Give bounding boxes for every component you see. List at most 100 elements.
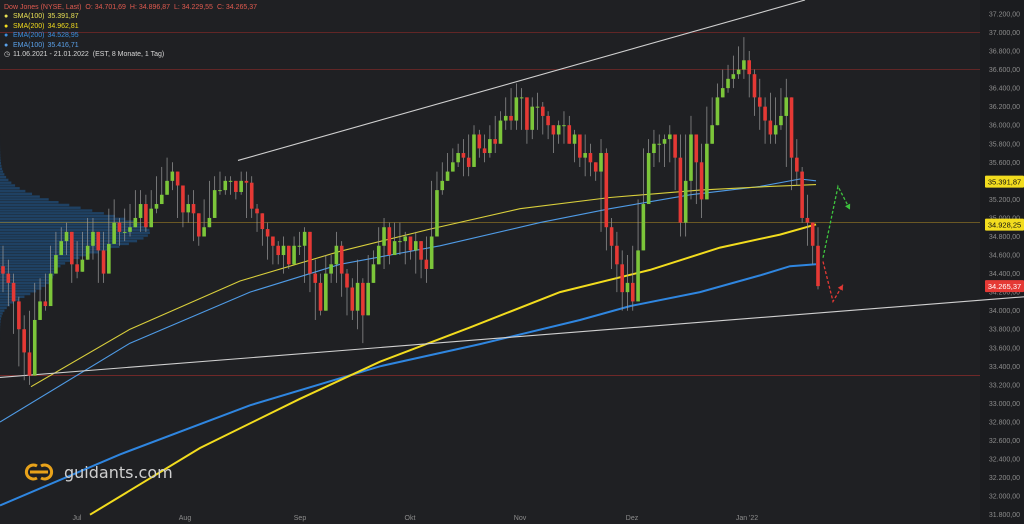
candle-body — [38, 301, 42, 320]
candle-body — [292, 245, 296, 265]
candle-body — [133, 217, 138, 228]
candle-body — [789, 97, 794, 158]
candle-body — [218, 190, 222, 192]
candle-body — [1, 266, 5, 274]
brand-name: guidants.com — [64, 462, 173, 482]
x-tick-label: Sep — [294, 515, 307, 522]
volume-profile-bar — [0, 203, 70, 207]
candle-body — [302, 231, 307, 246]
candle-body — [117, 222, 122, 232]
candle-body — [112, 222, 116, 244]
candle-body — [615, 245, 619, 265]
ohlc-open: O: 34.701,69 — [85, 4, 126, 11]
candle-body — [376, 245, 381, 265]
legend-ema100[interactable]: ● EMA(100) 35.416,71 — [4, 41, 257, 50]
candle-body — [308, 231, 312, 274]
volume-profile-bar — [0, 189, 26, 193]
price-tag-box — [985, 218, 1024, 231]
clock-icon: ◷ — [4, 51, 11, 59]
instrument-title: Dow Jones (NYSE, Last) — [4, 4, 82, 11]
candle-body — [488, 139, 492, 154]
candle-body — [630, 282, 635, 302]
candle-body — [466, 157, 471, 167]
candle-body — [435, 190, 439, 237]
price-tag-label: 34.265,37 — [988, 282, 1021, 291]
volume-profile-bar — [0, 206, 81, 209]
legend-title-row: Dow Jones (NYSE, Last) O: 34.701,69 H: 3… — [4, 3, 257, 12]
candle-body — [784, 97, 789, 116]
candle-body — [59, 241, 64, 256]
candle-body — [498, 120, 503, 144]
legend-sma100-value: 35.391,87 — [47, 13, 79, 21]
candle-body — [144, 204, 148, 228]
legend-ema200[interactable]: ● EMA(200) 34.528,95 — [4, 31, 257, 40]
candle-body — [816, 245, 820, 287]
candle-body — [101, 250, 106, 274]
candle-body — [578, 134, 582, 158]
volume-profile-bar — [0, 320, 1, 324]
volume-profile-bar — [0, 256, 80, 260]
candle-body — [424, 259, 429, 269]
volume-profile-bar — [0, 267, 58, 271]
candle-body — [382, 227, 386, 246]
candle-body — [699, 162, 704, 200]
candle-body — [329, 264, 333, 274]
volume-profile-bar — [0, 315, 2, 318]
candle-body — [249, 182, 254, 209]
y-tick-label: 31.800,00 — [989, 512, 1020, 519]
candle-body — [530, 106, 535, 130]
legend-sma100[interactable]: ● SMA(100) 35.391,87 — [4, 12, 257, 21]
candle-body — [609, 227, 614, 246]
candle-body — [567, 125, 572, 144]
candle-body — [419, 241, 423, 260]
y-tick-label: 35.200,00 — [989, 197, 1020, 204]
candle-body — [583, 153, 587, 158]
candle-body — [541, 106, 545, 116]
volume-profile-bar — [0, 178, 9, 182]
candle-body — [403, 236, 408, 242]
candle-body — [27, 352, 32, 376]
candle-body — [228, 180, 233, 182]
candle-body — [440, 180, 445, 191]
candle-body — [48, 273, 53, 307]
period-range: 11.06.2021 - 21.01.2022 — [13, 51, 89, 59]
eye-icon[interactable]: ● — [4, 32, 9, 40]
price-tag-label: 35.391,87 — [988, 178, 1021, 187]
volume-profile-bar — [0, 251, 99, 254]
candle-body — [324, 273, 328, 311]
candle-body — [731, 74, 736, 79]
volume-profile-bar — [0, 278, 52, 282]
candle-body — [11, 282, 16, 302]
candle-body — [795, 157, 799, 172]
candle-body — [202, 227, 206, 237]
y-tick-label: 34.600,00 — [989, 253, 1020, 260]
candle-body — [779, 115, 783, 126]
eye-icon[interactable]: ● — [4, 41, 9, 49]
candle-body — [546, 115, 550, 126]
candle-body — [128, 227, 132, 232]
candle-body — [260, 213, 265, 230]
candle-body — [757, 97, 762, 107]
brand-logo: guidants.com — [22, 461, 173, 483]
candle-body — [170, 171, 175, 181]
y-tick-label: 36.800,00 — [989, 49, 1020, 56]
candle-body — [503, 115, 508, 121]
volume-profile-bar — [0, 220, 135, 223]
candle-body — [461, 153, 466, 158]
candle-body — [207, 217, 212, 228]
candle-body — [54, 255, 58, 274]
y-tick-label: 33.600,00 — [989, 345, 1020, 352]
candle-body — [657, 143, 662, 145]
eye-icon[interactable]: ● — [4, 13, 9, 21]
eye-icon[interactable]: ● — [4, 22, 9, 30]
volume-profile-bar — [0, 228, 150, 232]
volume-profile-bar — [0, 264, 61, 268]
legend-sma200[interactable]: ● SMA(200) 34.962,81 — [4, 22, 257, 31]
volume-profile-bar — [0, 253, 89, 257]
volume-profile-bar — [0, 187, 20, 190]
volume-profile-bar — [0, 281, 50, 285]
candle-body — [265, 229, 270, 237]
legend-ema200-value: 34.528,95 — [47, 32, 79, 40]
ohlc-close: C: 34.265,37 — [216, 4, 258, 11]
candle-body — [742, 60, 746, 70]
